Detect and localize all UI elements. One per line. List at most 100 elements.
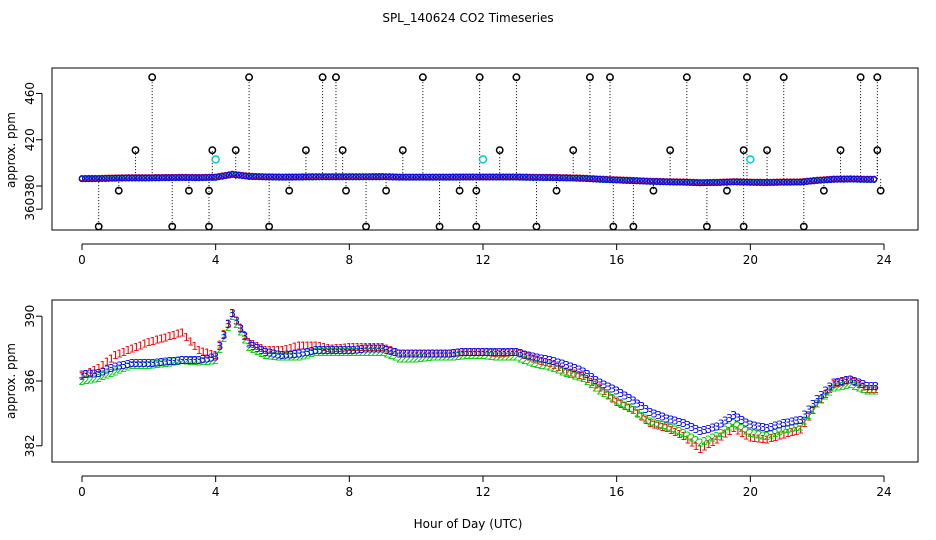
bottom-series-1-point: 1 [818, 393, 825, 406]
bottom-series-2-point: 2 [388, 349, 395, 362]
bottom-series-1-point: 1 [108, 352, 115, 365]
top-series-3-point [412, 173, 420, 181]
outlier-point [208, 146, 217, 155]
bottom-series-3-point: 3 [605, 381, 612, 394]
bottom-series-1-point: 1 [868, 383, 875, 396]
bottom-series-2-point: 2 [229, 310, 236, 323]
top-series-3-point [452, 173, 460, 181]
bottom-series-3-point: 3 [392, 346, 399, 359]
bottom-series-1-point: 1 [609, 392, 616, 405]
bottom-series-2-point: 2 [500, 351, 507, 364]
bottom-series-3-point: 3 [617, 387, 624, 400]
bottom-series-3-point: 3 [546, 354, 553, 367]
top-series-3-point [760, 179, 768, 186]
bottom-series-1-point: 1 [308, 339, 315, 352]
top-series-3-point [225, 171, 233, 179]
top-series-3-point [519, 173, 527, 181]
bottom-series-1-point: 1 [450, 347, 457, 360]
bottom-series-2-point: 2 [830, 381, 837, 394]
bottom-series-1-point: 1 [772, 431, 779, 444]
bottom-series-2-point: 2 [805, 409, 812, 422]
bottom-series-3-point: 3 [647, 406, 654, 419]
bottom-series-2-point: 2 [170, 356, 177, 369]
bottom-series-2-point: 2 [250, 343, 257, 356]
outlier-point [265, 222, 274, 231]
bottom-series-2-point: 2 [663, 420, 670, 433]
bottom-series-3-point: 3 [475, 346, 482, 359]
bottom-series-2-point: 2 [822, 390, 829, 403]
bottom-series-2-point: 2 [596, 385, 603, 398]
top-series-3-point [593, 175, 601, 183]
top-series-3-point [703, 179, 711, 187]
bottom-series-3-point: 3 [851, 375, 858, 388]
outlier-point [418, 73, 427, 82]
top-series-3-point [843, 175, 851, 183]
bottom-series-1-point: 1 [258, 342, 265, 355]
bottom-series-2-point: 2 [672, 424, 679, 437]
top-series-3-point [613, 176, 621, 184]
bottom-series-1-point: 1 [505, 347, 512, 360]
top-series-3-point [740, 178, 748, 186]
bottom-series-3-point: 3 [108, 362, 115, 375]
bottom-series-3-point: 3 [317, 344, 324, 357]
top-series-3-point [817, 176, 824, 184]
top-series-3-point [218, 172, 226, 180]
top-series-3-point [195, 174, 203, 182]
bottom-series-2-point: 2 [375, 346, 382, 359]
bottom-series-3-point: 3 [329, 344, 336, 357]
top-series-3-point [850, 175, 858, 183]
bottom-series-2-point: 2 [187, 355, 194, 368]
bottom-series-2-point: 2 [617, 397, 624, 410]
bottom-series-3-point: 3 [383, 344, 390, 357]
bottom-series-3-point: 3 [655, 409, 662, 422]
bottom-series-1-point: 1 [283, 343, 290, 356]
bottom-series-3-point: 3 [755, 420, 762, 433]
bottom-series-1-point: 1 [183, 331, 190, 344]
top-series-3-point [432, 173, 440, 181]
outlier-point [836, 146, 845, 155]
bottom-series-3-point: 3 [454, 347, 461, 360]
top-series-3-point [392, 173, 400, 181]
bottom-series-1-point: 1 [642, 414, 649, 427]
bottom-series-3-point: 3 [195, 354, 202, 367]
bottom-series-3-point: 3 [241, 330, 248, 343]
bottom-series-3-point: 3 [187, 354, 194, 367]
bottom-series-1-point: 1 [95, 362, 102, 375]
bottom-series-1-point: 1 [847, 373, 854, 386]
bottom-series-2-point: 2 [588, 378, 595, 391]
bottom-series-1-point: 1 [797, 424, 804, 437]
top-series-3-point [329, 173, 337, 181]
bottom-series-2-point: 2 [237, 326, 244, 339]
bottom-series-2-point: 2 [434, 351, 441, 364]
bottom-series-3-point: 3 [137, 357, 144, 370]
top-series-3-point [289, 173, 296, 181]
bottom-series-3-point: 3 [826, 381, 833, 394]
bottom-series-3-point: 3 [379, 343, 386, 356]
bottom-series-2-point: 2 [191, 355, 198, 368]
top-series-3-point [633, 177, 641, 185]
bottom-series-1-point: 1 [375, 341, 382, 354]
top-series-3-point [696, 179, 704, 187]
top-series-3-point [780, 178, 788, 186]
bottom-series-3-point: 3 [680, 417, 687, 430]
bottom-series-1-point: 1 [246, 336, 253, 349]
top-series-3-point [406, 173, 413, 181]
outlier-point [362, 222, 370, 231]
bottom-series-1-point: 1 [367, 341, 374, 354]
outlier-point [301, 146, 310, 155]
bottom-series-1-point: 1 [722, 428, 729, 441]
bottom-series-1-point: 1 [229, 307, 236, 320]
top-series-3-point [653, 178, 661, 185]
bottom-series-1-point: 1 [655, 420, 662, 433]
bottom-series-3-point: 3 [363, 343, 370, 356]
outlier-point [245, 73, 254, 82]
bottom-series-3-point: 3 [592, 374, 599, 387]
top-series-3-point [101, 175, 109, 182]
top-series-3-point [81, 175, 89, 183]
bottom-series-3-point: 3 [768, 421, 775, 434]
bottom-series-1-point: 1 [87, 366, 94, 379]
bottom-series-2-point: 2 [241, 333, 248, 346]
top-series-3-point [609, 176, 617, 184]
top-series-3-point [232, 171, 240, 179]
bottom-series-2-point: 2 [638, 410, 645, 423]
